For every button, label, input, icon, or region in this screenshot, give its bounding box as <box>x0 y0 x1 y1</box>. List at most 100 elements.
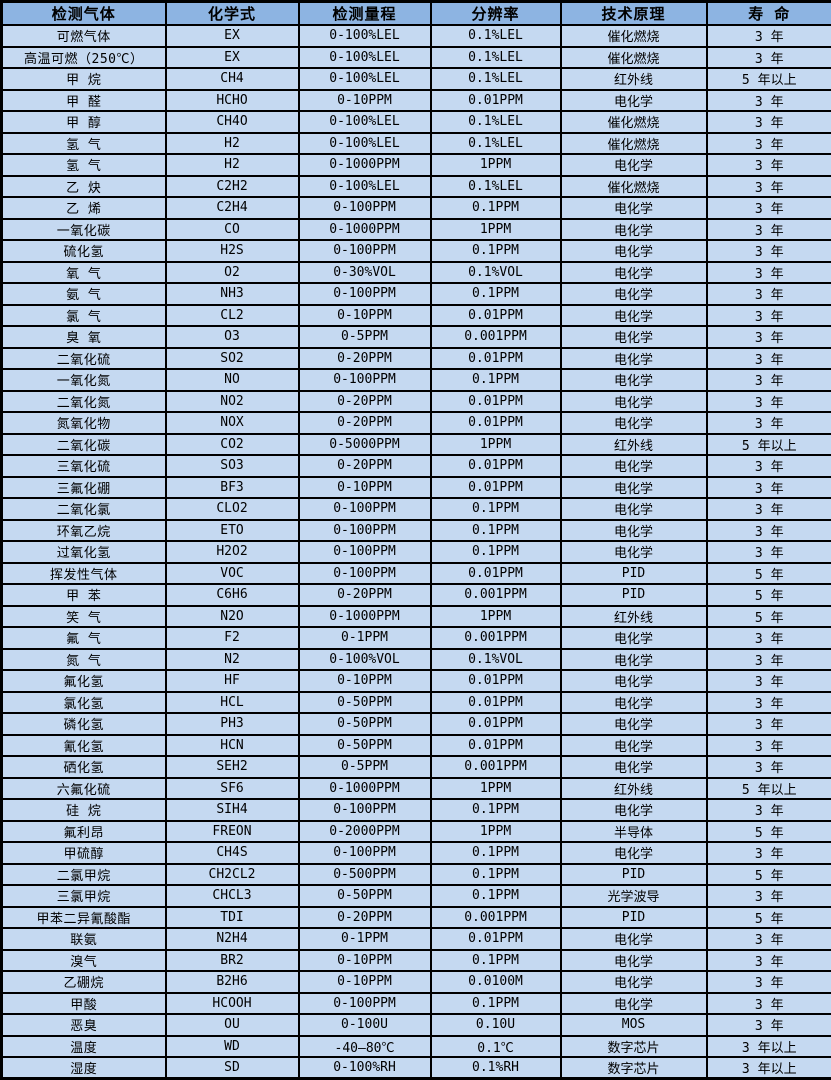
principle-cell: 电化学 <box>561 971 707 993</box>
table-row: 甲 苯 C6H6 0-20PPM 0.001PPM PID 5 年 <box>2 584 831 606</box>
gas-name-cell: 溴气 <box>2 950 166 972</box>
gas-name-cell: 一氧化氮 <box>2 369 166 391</box>
resolution-cell: 0.1PPM <box>431 283 561 305</box>
resolution-cell: 0.1PPM <box>431 864 561 886</box>
formula-cell: CHCL3 <box>166 885 299 907</box>
range-cell: 0-100%LEL <box>299 133 431 155</box>
resolution-cell: 0.01PPM <box>431 391 561 413</box>
formula-cell: F2 <box>166 627 299 649</box>
table-row: 环氧乙烷 ETO 0-100PPM 0.1PPM 电化学 3 年 <box>2 520 831 542</box>
formula-cell: CH2CL2 <box>166 864 299 886</box>
resolution-cell: 0.01PPM <box>431 713 561 735</box>
lifespan-cell: 3 年 <box>707 993 831 1015</box>
principle-cell: PID <box>561 907 707 929</box>
principle-cell: 电化学 <box>561 477 707 499</box>
formula-cell: PH3 <box>166 713 299 735</box>
range-cell: 0-10PPM <box>299 305 431 327</box>
table-row: 高温可燃（250℃） EX 0-100%LEL 0.1%LEL 催化燃烧 3 年 <box>2 47 831 69</box>
gas-name-cell: 氢 气 <box>2 133 166 155</box>
table-header: 检测气体 化学式 检测量程 分辨率 技术原理 寿 命 <box>2 2 831 26</box>
resolution-cell: 0.01PPM <box>431 455 561 477</box>
gas-name-cell: 乙 炔 <box>2 176 166 198</box>
gas-name-cell: 硫化氢 <box>2 240 166 262</box>
range-cell: 0-100U <box>299 1014 431 1036</box>
table-row: 恶臭 OU 0-100U 0.10U MOS 3 年 <box>2 1014 831 1036</box>
range-cell: 0-1000PPM <box>299 606 431 628</box>
range-cell: 0-50PPM <box>299 885 431 907</box>
lifespan-cell: 5 年以上 <box>707 778 831 800</box>
table-row: 甲酸 HCOOH 0-100PPM 0.1PPM 电化学 3 年 <box>2 993 831 1015</box>
table-row: 氟化氢 HF 0-10PPM 0.01PPM 电化学 3 年 <box>2 670 831 692</box>
formula-cell: NH3 <box>166 283 299 305</box>
lifespan-cell: 3 年 <box>707 692 831 714</box>
gas-name-cell: 氟化氢 <box>2 670 166 692</box>
principle-cell: 电化学 <box>561 928 707 950</box>
lifespan-cell: 3 年 <box>707 133 831 155</box>
principle-cell: 电化学 <box>561 197 707 219</box>
table-row: 过氧化氢 H2O2 0-100PPM 0.1PPM 电化学 3 年 <box>2 541 831 563</box>
range-cell: 0-100%LEL <box>299 47 431 69</box>
principle-cell: 电化学 <box>561 154 707 176</box>
principle-cell: MOS <box>561 1014 707 1036</box>
column-header-resolution: 分辨率 <box>431 2 561 26</box>
range-cell: 0-100%LEL <box>299 176 431 198</box>
gas-name-cell: 硒化氢 <box>2 756 166 778</box>
resolution-cell: 1PPM <box>431 606 561 628</box>
range-cell: 0-20PPM <box>299 455 431 477</box>
table-row: 三氧化硫 SO3 0-20PPM 0.01PPM 电化学 3 年 <box>2 455 831 477</box>
lifespan-cell: 3 年 <box>707 670 831 692</box>
resolution-cell: 0.001PPM <box>431 326 561 348</box>
lifespan-cell: 3 年 <box>707 799 831 821</box>
range-cell: 0-10PPM <box>299 477 431 499</box>
resolution-cell: 0.1PPM <box>431 520 561 542</box>
formula-cell: SD <box>166 1057 299 1079</box>
lifespan-cell: 3 年 <box>707 756 831 778</box>
principle-cell: 电化学 <box>561 735 707 757</box>
gas-name-cell: 三氯甲烷 <box>2 885 166 907</box>
table-row: 磷化氢 PH3 0-50PPM 0.01PPM 电化学 3 年 <box>2 713 831 735</box>
principle-cell: 电化学 <box>561 627 707 649</box>
resolution-cell: 0.1PPM <box>431 842 561 864</box>
range-cell: 0-20PPM <box>299 412 431 434</box>
gas-name-cell: 甲 苯 <box>2 584 166 606</box>
gas-name-cell: 笑 气 <box>2 606 166 628</box>
principle-cell: 电化学 <box>561 369 707 391</box>
formula-cell: VOC <box>166 563 299 585</box>
table-row: 氯化氢 HCL 0-50PPM 0.01PPM 电化学 3 年 <box>2 692 831 714</box>
principle-cell: PID <box>561 584 707 606</box>
resolution-cell: 0.01PPM <box>431 305 561 327</box>
range-cell: 0-5PPM <box>299 326 431 348</box>
resolution-cell: 0.1%LEL <box>431 47 561 69</box>
range-cell: 0-10PPM <box>299 670 431 692</box>
range-cell: 0-20PPM <box>299 348 431 370</box>
resolution-cell: 0.1%LEL <box>431 133 561 155</box>
lifespan-cell: 3 年 <box>707 305 831 327</box>
formula-cell: H2 <box>166 133 299 155</box>
table-row: 乙 烯 C2H4 0-100PPM 0.1PPM 电化学 3 年 <box>2 197 831 219</box>
resolution-cell: 0.01PPM <box>431 928 561 950</box>
gas-name-cell: 一氧化碳 <box>2 219 166 241</box>
range-cell: 0-100PPM <box>299 197 431 219</box>
lifespan-cell: 3 年 <box>707 541 831 563</box>
lifespan-cell: 3 年 <box>707 950 831 972</box>
table-row: 二氧化氮 NO2 0-20PPM 0.01PPM 电化学 3 年 <box>2 391 831 413</box>
range-cell: 0-1000PPM <box>299 778 431 800</box>
formula-cell: C2H4 <box>166 197 299 219</box>
lifespan-cell: 3 年 <box>707 627 831 649</box>
range-cell: 0-2000PPM <box>299 821 431 843</box>
range-cell: 0-1PPM <box>299 928 431 950</box>
lifespan-cell: 3 年 <box>707 326 831 348</box>
formula-cell: OU <box>166 1014 299 1036</box>
resolution-cell: 0.1%VOL <box>431 649 561 671</box>
lifespan-cell: 3 年 <box>707 713 831 735</box>
gas-name-cell: 氰化氢 <box>2 735 166 757</box>
principle-cell: 电化学 <box>561 348 707 370</box>
resolution-cell: 0.1PPM <box>431 498 561 520</box>
table-row: 硫化氢 H2S 0-100PPM 0.1PPM 电化学 3 年 <box>2 240 831 262</box>
resolution-cell: 1PPM <box>431 219 561 241</box>
lifespan-cell: 3 年以上 <box>707 1036 831 1058</box>
column-header-formula: 化学式 <box>166 2 299 26</box>
resolution-cell: 0.01PPM <box>431 412 561 434</box>
table-row: 氰化氢 HCN 0-50PPM 0.01PPM 电化学 3 年 <box>2 735 831 757</box>
range-cell: 0-20PPM <box>299 907 431 929</box>
